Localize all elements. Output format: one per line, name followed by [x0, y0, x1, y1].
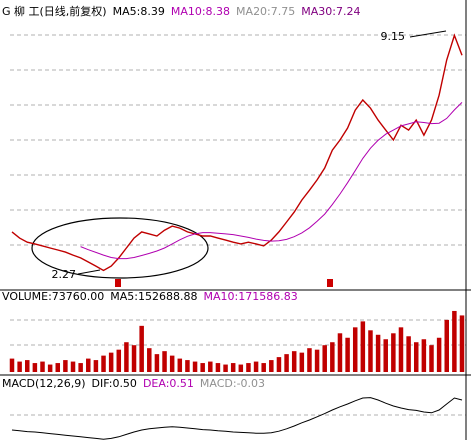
- volume-bar: [398, 327, 404, 372]
- volume-bar: [124, 342, 129, 372]
- volume-bar: [352, 327, 358, 372]
- volume-bar: [47, 364, 53, 372]
- grid: [10, 34, 466, 416]
- volume-bar: [215, 363, 221, 372]
- volume-bar: [421, 339, 427, 372]
- highlight-ellipse: [31, 217, 209, 279]
- volume-bar: [291, 351, 297, 372]
- indicator-label: DIF:0.50: [92, 377, 137, 390]
- volume-bar: [162, 351, 167, 372]
- volume-bar: [253, 361, 259, 372]
- volume-bar: [307, 348, 312, 372]
- volume-bar: [360, 321, 366, 372]
- volume-bar: [154, 354, 160, 372]
- panel-title: MACD(12,26,9): [2, 377, 86, 390]
- annotation-arrow: [77, 269, 101, 275]
- volume-bar: [459, 315, 465, 372]
- volume-bar: [383, 339, 388, 372]
- volume-bar: [17, 361, 22, 372]
- volume-bar: [406, 336, 411, 372]
- volume-bar: [32, 363, 38, 372]
- indicator-label: MA5:8.39: [113, 5, 165, 18]
- volume-bar: [101, 355, 106, 372]
- volume-bar: [86, 358, 91, 372]
- volume-bar: [9, 358, 15, 372]
- volume-bar: [368, 330, 373, 372]
- volume-bar: [55, 363, 61, 372]
- volume-bar: [299, 352, 305, 372]
- volume-bar: [223, 364, 228, 372]
- volume-bar: [284, 354, 289, 372]
- volume-bar: [177, 358, 183, 372]
- volume-bar: [261, 363, 266, 372]
- volume-bar: [63, 360, 68, 372]
- volume-bar: [322, 345, 327, 372]
- volume-bar: [139, 325, 144, 372]
- panel-title: G 柳 工(日线,前复权): [2, 4, 107, 18]
- volume-bar: [25, 360, 30, 372]
- volume-bar: [131, 345, 137, 372]
- indicator-line: [11, 397, 463, 440]
- volume-bar: [70, 361, 76, 372]
- event-marker: [327, 279, 333, 287]
- volume-bar: [330, 342, 335, 372]
- volume-bar: [147, 348, 152, 372]
- indicator-label: MA10:8.38: [171, 5, 230, 18]
- volume-bar: [200, 363, 205, 372]
- volume-bar: [269, 360, 274, 372]
- volume-bar: [93, 360, 99, 372]
- volume-bar: [116, 349, 122, 372]
- volume-bar: [345, 337, 350, 372]
- volume-bar: [314, 349, 320, 372]
- volume-bar: [375, 334, 381, 372]
- volume-bar: [108, 352, 114, 372]
- volume-bar: [40, 361, 45, 372]
- volume-bar: [444, 319, 449, 372]
- volume-bar: [276, 357, 282, 372]
- volume-bar: [337, 333, 343, 372]
- panel-title: VOLUME:73760.00: [2, 290, 104, 303]
- volume-bar: [413, 342, 419, 372]
- volume-bar: [169, 355, 175, 372]
- volume-bar: [78, 363, 83, 372]
- volume-bar: [246, 363, 251, 372]
- annotation: 2.27: [52, 268, 77, 281]
- price-line: [11, 33, 463, 272]
- indicator-line: [80, 102, 463, 260]
- event-marker: [115, 279, 121, 287]
- volume-bar: [452, 310, 457, 372]
- indicator-label: MA10:171586.83: [203, 290, 297, 303]
- volume-bar: [429, 345, 434, 372]
- volume-bar: [192, 361, 198, 372]
- volume-bar: [208, 361, 213, 372]
- indicator-label: DEA:0.51: [143, 377, 194, 390]
- volume-bar: [230, 363, 236, 372]
- indicator-label: MA20:7.75: [236, 5, 295, 18]
- indicator-label: MACD:-0.03: [200, 377, 265, 390]
- indicator-label: MA30:7.24: [301, 5, 360, 18]
- annotation-arrow: [409, 30, 447, 38]
- volume-bar: [436, 337, 442, 372]
- volume-bar: [238, 364, 244, 372]
- indicator-label: MA5:152688.88: [110, 290, 197, 303]
- volume-bar: [185, 360, 190, 372]
- annotation: 9.15: [381, 30, 406, 43]
- volume-bar: [391, 333, 396, 372]
